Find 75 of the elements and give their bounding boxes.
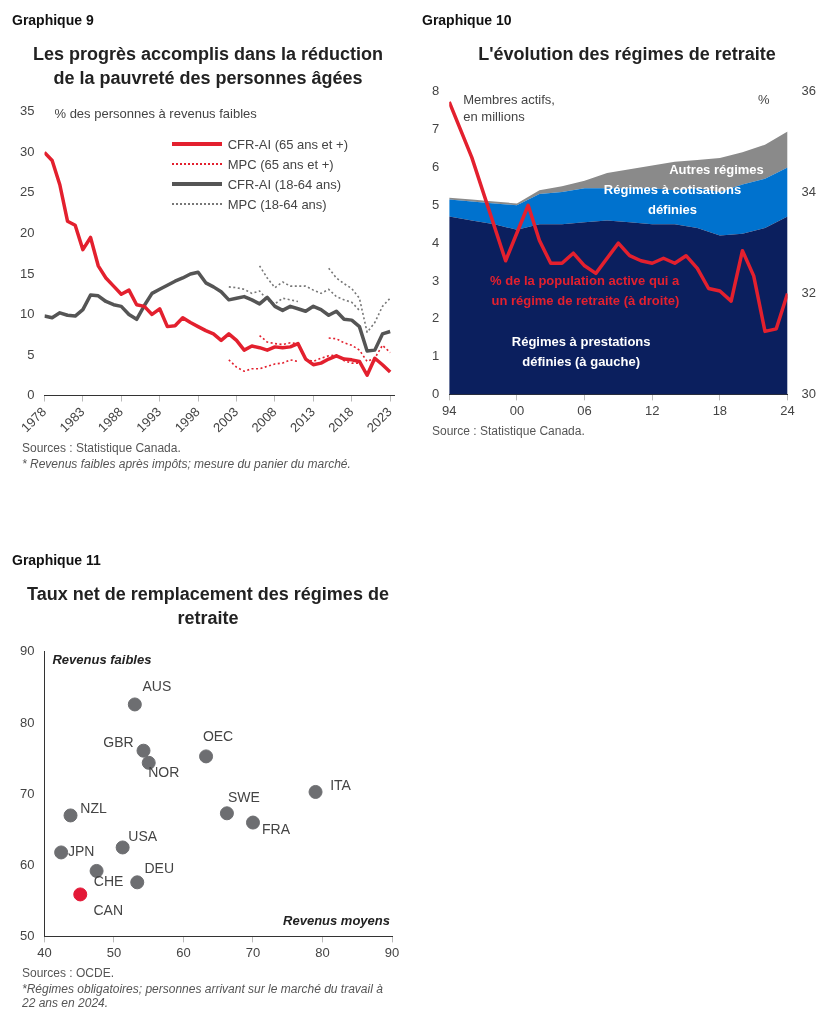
y-tick-label: 20: [19, 224, 35, 240]
annotation: NZL: [80, 800, 107, 817]
x-tick-label: 90: [384, 944, 400, 960]
text: * Revenus faibles après impôts; mesure du panier du marché.: [21, 456, 352, 471]
text: Graphique 10: [421, 11, 513, 30]
y-tick-label: 15: [19, 265, 35, 281]
y-tick-label: 0: [27, 387, 35, 403]
x-tick-label: 12: [644, 402, 660, 418]
series-label: Autres régimes: [669, 162, 764, 178]
x-tick-label: 94: [442, 402, 457, 418]
annotation: SWE: [227, 789, 260, 806]
legend-label: CFR-AI (18-64 ans): [227, 176, 342, 192]
source-note: Sources : OCDE.: [21, 965, 116, 980]
y-tick-label: 5: [432, 196, 440, 212]
annotation: CAN: [93, 902, 124, 919]
y-tick-label: 10: [19, 306, 35, 322]
source-note: Sources : Statistique Canada.: [21, 440, 182, 455]
chart-title: L'évolution des régimes de retraite: [477, 43, 777, 66]
y-axis-title: % des personnes à revenus faibles: [54, 105, 258, 121]
annotation: USA: [128, 828, 158, 845]
annotation: DEU: [144, 860, 175, 877]
annotation: GBR: [103, 733, 134, 750]
legend-label: MPC (18-64 ans): [227, 196, 327, 212]
y2-axis-title: %: [757, 91, 770, 107]
chart-title: Les progrès accomplis dans la réduction de la pauvreté des personnes âgées: [31, 43, 385, 90]
y-tick-label: 8: [432, 83, 440, 99]
source-note: Source : Statistique Canada.: [431, 423, 586, 438]
y-tick-label: 4: [432, 234, 440, 250]
y-tick-label: 60: [19, 856, 35, 872]
y2-tick-label: 36: [801, 83, 817, 99]
annotation: ITA: [330, 776, 352, 793]
y-tick-label: 50: [19, 927, 35, 943]
y-tick-label: 7: [432, 121, 440, 137]
x-tick-label: 60: [176, 944, 191, 960]
annotation: NOR: [148, 763, 180, 780]
legend-label: MPC (65 ans et +): [227, 156, 334, 172]
y-tick-label: 6: [432, 159, 440, 175]
text: *Régimes obligatoires; personnes arrivant sur le marché du travail à 22 ans en 2024.: [21, 981, 384, 1010]
y-tick-label: 2: [432, 310, 440, 326]
y-tick-label: 3: [432, 272, 440, 288]
series-label: % de la population active qui a un régime de retraite (à droite): [490, 273, 681, 309]
annotation: JPN: [67, 843, 95, 860]
y2-tick-label: 32: [801, 285, 817, 301]
x-tick-label: 70: [245, 944, 261, 960]
y-tick-label: 5: [27, 346, 35, 362]
y2-tick-label: 30: [801, 385, 817, 401]
y-tick-label: 30: [19, 143, 35, 159]
y-axis-title: Membres actifs, en millions: [463, 91, 555, 124]
annotation: AUS: [142, 678, 172, 695]
y-tick-label: 70: [19, 785, 35, 801]
annotation: OEC: [202, 728, 234, 745]
annotation: FRA: [261, 821, 291, 838]
annotation: CHE: [93, 872, 124, 889]
series-label: Régimes à cotisations définies: [603, 182, 742, 218]
text: Graphique 11: [11, 551, 102, 570]
x-tick-label: 80: [315, 944, 330, 960]
y-tick-label: 35: [19, 103, 35, 119]
legend-label: CFR-AI (65 ans et +): [227, 136, 348, 152]
y-tick-label: 90: [19, 643, 35, 659]
x-tick-label: 18: [712, 402, 728, 418]
chart-title: Taux net de remplacement des régimes de retraite: [26, 583, 390, 630]
y2-tick-label: 34: [801, 184, 817, 200]
y-tick-label: 0: [432, 385, 440, 401]
text: Graphique 9: [11, 11, 95, 30]
x-tick-label: 00: [509, 402, 525, 418]
y-tick-label: 25: [19, 184, 35, 200]
x-axis-title: Revenus moyens: [283, 913, 390, 929]
y-axis-title: Revenus faibles: [52, 651, 152, 667]
y-tick-label: 1: [432, 348, 440, 364]
x-tick-label: 50: [106, 944, 122, 960]
series-label: Régimes à prestations définies (à gauche): [511, 333, 651, 369]
x-tick-label: 06: [577, 402, 592, 418]
y-tick-label: 80: [19, 714, 35, 730]
x-tick-label: 24: [780, 402, 795, 418]
x-tick-label: 40: [37, 944, 52, 960]
